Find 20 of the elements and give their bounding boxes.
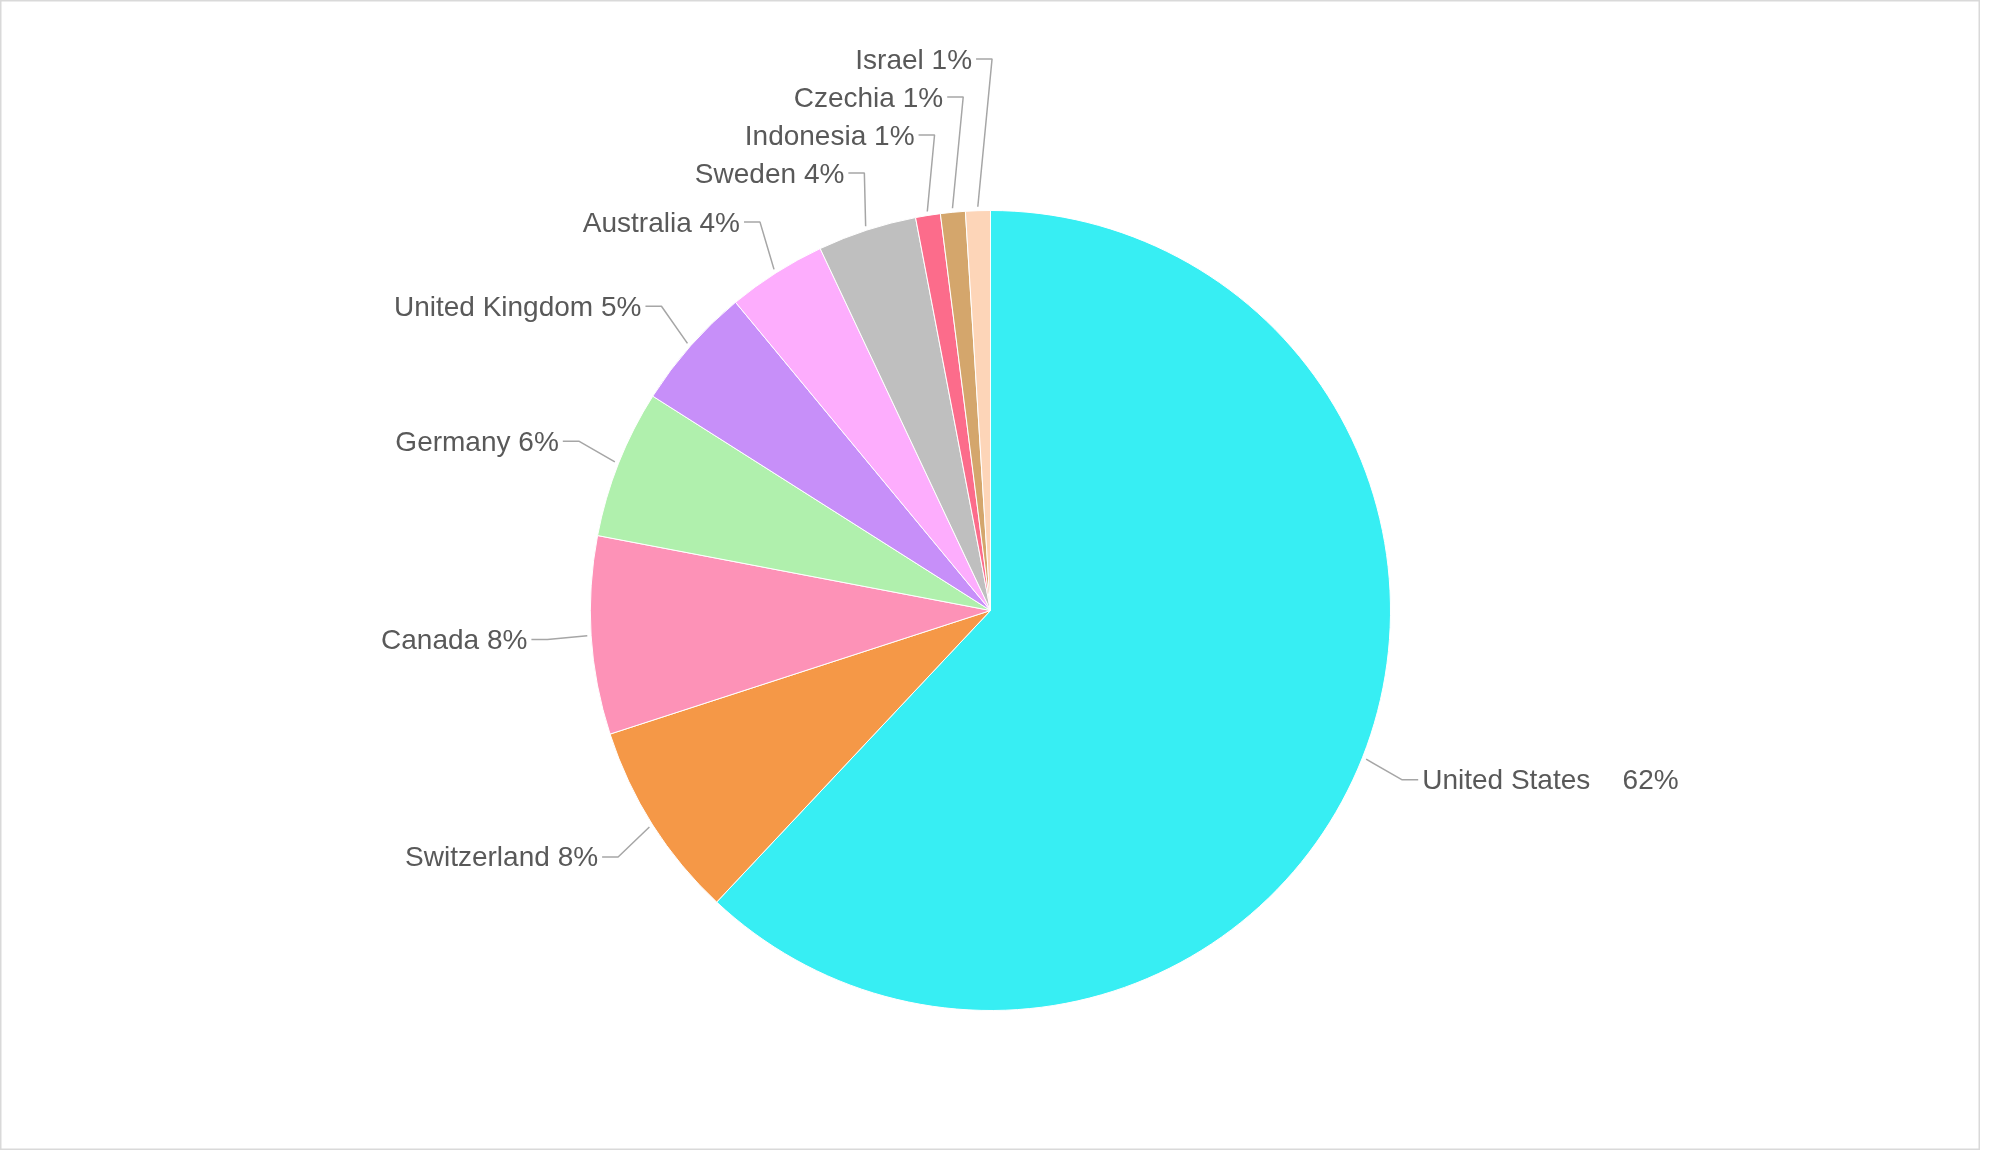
data-label: 1% xyxy=(931,43,973,75)
slice-label: Germany xyxy=(395,425,511,457)
slice-label: United Kingdom xyxy=(393,290,594,322)
data-label: 1% xyxy=(902,81,944,113)
slice-label: Sweden xyxy=(694,157,797,189)
slice-label: United States xyxy=(1422,764,1591,796)
data-label: 8% xyxy=(486,623,528,655)
data-label: 4% xyxy=(803,157,845,189)
slice-label: Canada xyxy=(381,623,480,655)
data-label: 1% xyxy=(874,119,915,151)
slice-label: Switzerland xyxy=(405,841,550,873)
slice-label: Australia xyxy=(582,206,693,238)
data-label: 5% xyxy=(600,290,642,322)
data-label: 4% xyxy=(699,206,741,238)
data-label: 8% xyxy=(557,841,599,873)
slice-label: Israel xyxy=(855,43,924,75)
data-label: 62% xyxy=(1622,764,1679,796)
slice-label: Czechia xyxy=(793,81,896,113)
slice-label: Indonesia xyxy=(744,119,867,151)
data-label: 6% xyxy=(518,425,559,457)
